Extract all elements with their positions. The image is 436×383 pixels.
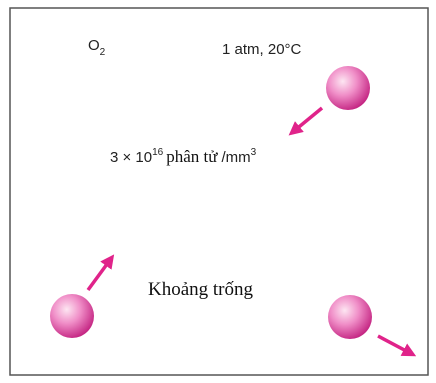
conditions-label: 1 atm, 20°C [222, 41, 302, 58]
molecule [50, 294, 94, 338]
molecule [326, 66, 370, 110]
density-per-exponent: 3 [251, 147, 257, 158]
gas-symbol: O [88, 37, 100, 54]
density-exponent: 16 [152, 147, 164, 158]
density-unit: phân tử [166, 147, 218, 166]
density-coefficient: 3 × 10 [110, 149, 152, 166]
gas-subscript: 2 [100, 47, 106, 58]
density-per: /mm [221, 149, 250, 166]
molecule [328, 295, 372, 339]
page: O2 1 atm, 20°C 3 × 1016phân tử/mm3 Khoản… [0, 0, 436, 383]
space-label: Khoảng trống [148, 279, 254, 300]
diagram: O2 1 atm, 20°C 3 × 1016phân tử/mm3 Khoản… [0, 0, 436, 383]
